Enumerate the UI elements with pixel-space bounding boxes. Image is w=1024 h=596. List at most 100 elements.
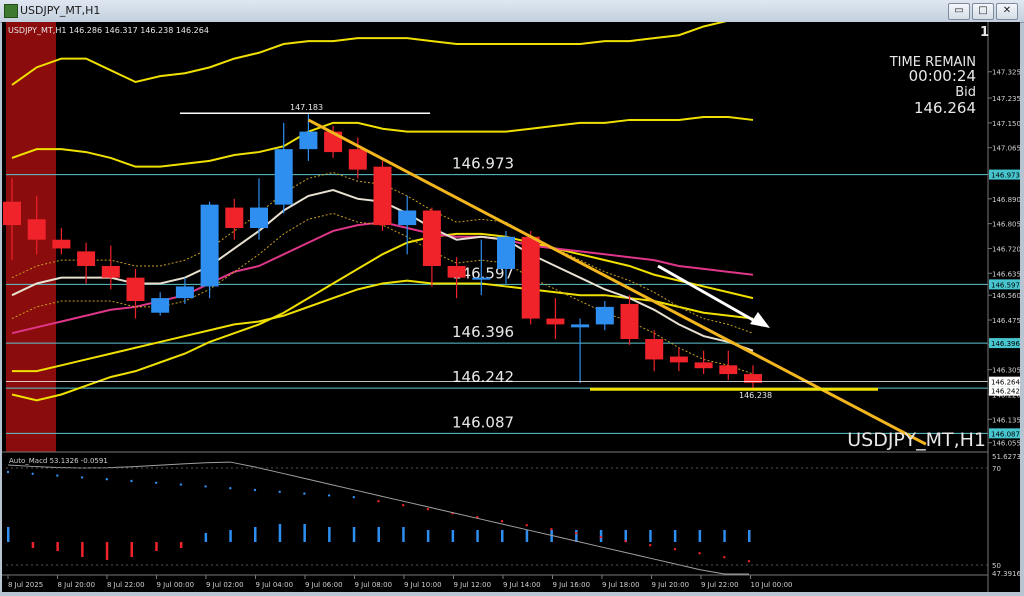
macd-signal-dot xyxy=(204,485,207,488)
level-price-tag xyxy=(989,169,1021,180)
candle-body xyxy=(744,374,762,383)
macd-histogram-bar xyxy=(698,530,702,542)
band-upper-inner xyxy=(11,116,754,168)
candle-body xyxy=(447,265,466,278)
macd-histogram-bar xyxy=(155,542,158,551)
macd-histogram-bar xyxy=(723,530,726,542)
time-tick-label: 9 Jul 18:00 xyxy=(602,581,640,589)
candle-body xyxy=(595,306,614,325)
candle-body xyxy=(225,207,244,229)
macd-signal-dot xyxy=(624,540,627,543)
price-tick-label: 146.635 xyxy=(992,270,1020,278)
candle-body xyxy=(151,298,170,313)
candle-body xyxy=(645,339,664,360)
candle-body xyxy=(472,277,491,280)
time-tick-label: 9 Jul 08:00 xyxy=(355,581,393,589)
price-tick-label: 146.305 xyxy=(992,367,1020,375)
candle-body xyxy=(422,210,441,266)
macd-signal-dot xyxy=(500,520,504,523)
macd-histogram-bar xyxy=(81,542,84,557)
macd-histogram-bar xyxy=(130,542,133,557)
price-tick-label: 146.560 xyxy=(992,292,1020,300)
candle-body xyxy=(620,303,639,340)
macd-histogram-bar xyxy=(105,542,109,560)
macd-histogram-bar xyxy=(525,530,529,542)
chart-watermark: USDJPY_MT,H1 xyxy=(847,429,986,451)
macd-histogram-bar xyxy=(748,530,751,542)
macd-histogram-bar xyxy=(204,533,208,542)
macd-signal-dot xyxy=(352,496,355,499)
maximize-button[interactable]: □ xyxy=(972,3,994,20)
app-icon xyxy=(4,4,18,18)
macd-histogram-bar xyxy=(649,530,652,542)
macd-tick-label: 47.3916 xyxy=(992,570,1020,578)
macd-signal-dot xyxy=(303,492,306,495)
macd-signal-dot xyxy=(80,476,84,479)
time-tick-label: 10 Jul 00:00 xyxy=(751,581,793,589)
window-number: 1 xyxy=(980,25,989,40)
macd-histogram-bar xyxy=(377,527,380,542)
macd-signal-dot xyxy=(105,478,109,481)
level-price-tag xyxy=(989,279,1021,290)
macd-histogram-bar xyxy=(278,524,282,542)
minimize-button[interactable]: ▭ xyxy=(948,3,970,20)
candle-body xyxy=(521,236,540,319)
level-price-tag-text: 146.973 xyxy=(991,172,1020,180)
macd-signal-dot xyxy=(426,508,430,511)
price-tick-label: 147.325 xyxy=(992,69,1020,77)
time-tick-label: 9 Jul 00:00 xyxy=(157,581,195,589)
macd-signal-dot xyxy=(155,481,158,484)
macd-signal-dot xyxy=(574,532,578,535)
candle-body xyxy=(398,210,417,226)
candle-body xyxy=(694,362,713,369)
price-tick-label: 146.055 xyxy=(992,440,1020,448)
macd-histogram-bar xyxy=(7,527,10,542)
sub-price-tag-text: 146.242 xyxy=(991,388,1020,396)
candle-body xyxy=(27,219,46,240)
current-price-tag-text: 146.264 xyxy=(991,379,1020,387)
macd-signal-dot xyxy=(31,472,34,475)
time-tick-label: 9 Jul 20:00 xyxy=(652,581,690,589)
price-tick-label: 147.065 xyxy=(992,145,1020,153)
ma-envelope-upper xyxy=(11,171,754,334)
time-tick-label: 9 Jul 12:00 xyxy=(454,581,492,589)
macd-tick-label: 51.6273 xyxy=(992,453,1020,461)
macd-signal-dot xyxy=(179,483,183,486)
chart-window[interactable]: 146.973 146.597 146.396 146.242 146.087 147.… xyxy=(2,10,1021,592)
macd-signal-dot xyxy=(6,470,10,474)
macd-histogram-bar xyxy=(624,530,627,542)
level-price-tag xyxy=(989,428,1021,439)
macd-histogram-bar xyxy=(179,542,183,548)
level-label: 146.973 xyxy=(452,155,514,173)
time-remain-value: 00:00:24 xyxy=(909,67,976,85)
candle-body xyxy=(719,365,738,375)
macd-tick-label: 70 xyxy=(992,465,1001,473)
candle-body xyxy=(299,131,318,150)
time-tick-label: 8 Jul 20:00 xyxy=(58,581,96,589)
level-price-tag-text: 146.597 xyxy=(991,281,1020,289)
symbol-header: USDJPY_MT,H1 146.286 146.317 146.238 146… xyxy=(8,26,209,35)
current-price-tag xyxy=(989,376,1021,387)
level-price-tag xyxy=(989,338,1021,349)
macd-signal-dot xyxy=(327,494,331,497)
macd-signal-dot xyxy=(377,500,380,503)
level-label: 146.242 xyxy=(452,368,514,386)
macd-signal-dot xyxy=(698,552,701,555)
macd-line xyxy=(7,461,749,575)
band-upper-outer xyxy=(11,10,754,86)
candle-body xyxy=(373,166,392,226)
level-label: 146.087 xyxy=(452,413,514,431)
time-tick-label: 9 Jul 02:00 xyxy=(206,581,244,589)
macd-histogram-bar xyxy=(402,527,405,542)
time-tick-label: 9 Jul 06:00 xyxy=(305,581,343,589)
macd-signal-dot xyxy=(229,487,232,490)
time-tick-label: 9 Jul 16:00 xyxy=(553,581,591,589)
candle-body xyxy=(175,286,194,299)
macd-histogram-bar xyxy=(56,542,59,551)
close-button[interactable]: ✕ xyxy=(996,3,1018,20)
macd-histogram-bar xyxy=(229,530,232,542)
candle-body xyxy=(250,207,268,229)
trend-arrow-shaft xyxy=(657,264,761,326)
macd-histogram-bar xyxy=(501,530,504,542)
